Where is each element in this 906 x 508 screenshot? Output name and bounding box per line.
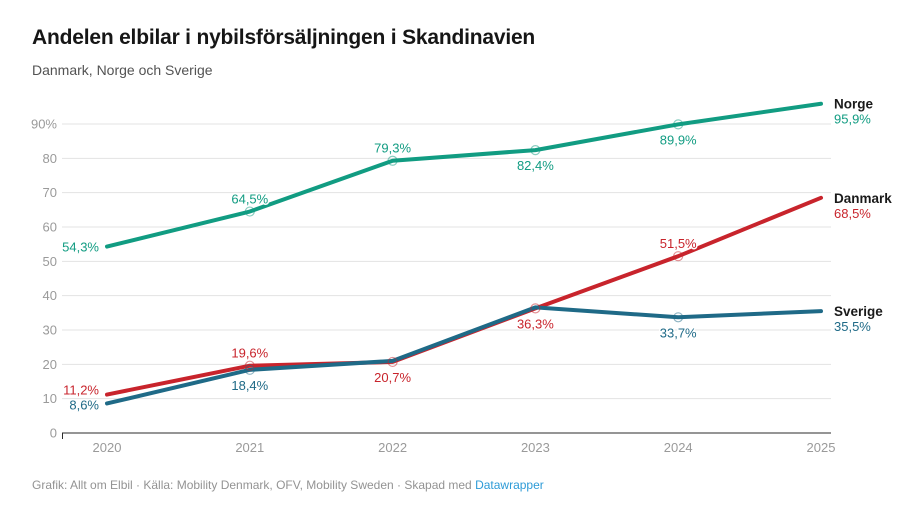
gridlines [62,123,831,439]
point-label: 18,4% [231,378,268,393]
chart-title: Andelen elbilar i nybilsförsäljningen i … [32,26,536,49]
point-label: 8,6% [69,397,99,412]
footer-credit: Grafik: Allt om Elbil · Källa: Mobility … [32,478,544,492]
point-label: 33,7% [660,325,697,340]
series-name-label-norge: Norge [834,97,873,112]
labels-norge: 54,3% 64,5% 79,3% 82,4% 89,9% [61,119,699,256]
series-name-label-sverige: Sverige [834,304,883,319]
y-tick-label: 0 [50,426,57,441]
y-tick-label: 90% [31,117,57,132]
chart-subtitle: Danmark, Norge och Sverige [32,62,213,78]
point-marker [673,312,684,323]
series-name-label-danmark: Danmark [834,191,892,206]
point-marker [387,155,398,166]
point-marker [530,144,541,156]
y-tick-label: 40 [43,288,57,303]
point-marker [530,303,541,314]
y-tick-label: 70 [43,185,57,200]
point-label: 54,3% [62,240,99,255]
point-label: 51,5% [660,236,697,251]
x-tick-label: 2021 [235,440,264,455]
point-label: 64,5% [231,192,268,207]
point-label: 79,3% [374,141,411,156]
x-tick-label: 2020 [93,440,122,455]
series-line-sverige [105,305,823,406]
y-tick-label: 10 [43,391,57,406]
point-label: 36,3% [517,316,554,331]
point-marker [244,360,255,371]
point-marker [673,251,684,262]
labels-sverige: 8,6% 18,4% 33,7% [68,312,699,414]
y-tick-label: 80 [43,151,57,166]
point-label: 11,2% [63,383,99,398]
point-marker [244,206,255,217]
point-label: 82,4% [517,158,554,173]
point-label: 19,6% [231,346,268,361]
y-axis-labels: 0 10 20 30 40 50 60 70 80 90% [31,117,57,441]
y-tick-label: 50 [43,254,57,269]
point-label: 20,7% [374,370,411,385]
labels-danmark: 11,2% 19,6% 20,7% 36,3% 51,5% [62,235,699,399]
x-tick-label: 2022 [378,440,407,455]
x-axis-labels: 2020 2021 2022 2023 2024 2025 [93,440,836,455]
y-tick-label: 30 [43,323,57,338]
series-line-norge [105,101,823,249]
x-tick-label: 2024 [664,440,693,455]
point-marker [244,364,255,375]
y-tick-label: 20 [43,357,57,372]
footer-text: Grafik: Allt om Elbil · Källa: Mobility … [32,478,472,492]
series-end-value-danmark: 68,5% [834,206,871,221]
point-marker [673,119,684,130]
series-end-value-norge: 95,9% [834,112,871,127]
datawrapper-link[interactable]: Datawrapper [475,478,544,492]
series-end-value-sverige: 35,5% [834,319,871,334]
x-tick-label: 2025 [807,440,836,455]
point-label: 89,9% [660,132,697,147]
point-marker [387,356,398,368]
x-tick-label: 2023 [521,440,550,455]
y-tick-label: 60 [43,220,57,235]
